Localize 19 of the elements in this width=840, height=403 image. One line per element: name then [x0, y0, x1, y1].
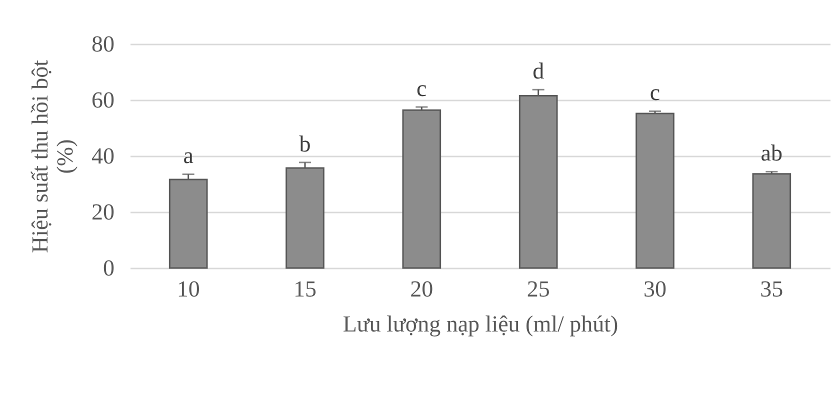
x-tick-label: 25: [526, 276, 550, 302]
y-tick-label: 60: [92, 88, 114, 112]
y-tick-label: 20: [92, 200, 114, 224]
y-tick-label: 80: [92, 32, 114, 56]
annotation: d: [532, 58, 545, 84]
annotation: a: [183, 143, 194, 168]
x-tick-label: 30: [644, 276, 666, 302]
x-axis-title: Lưu lượng nạp liệu (ml/ phút): [342, 312, 618, 336]
y-tick-label: 0: [103, 256, 114, 280]
x-tick-label: 20: [410, 276, 434, 302]
annotation: c: [416, 76, 427, 101]
y-tick-label: 40: [92, 144, 114, 168]
annotation: c: [650, 80, 660, 106]
x-tick-label: 10: [176, 276, 200, 302]
annotation: b: [299, 131, 311, 156]
x-tick-label: 15: [294, 276, 316, 302]
y-axis-title: Hiệu suất thu hồi bột (%): [28, 59, 78, 253]
annotation: ab: [760, 140, 783, 166]
x-tick-label: 35: [760, 276, 784, 302]
